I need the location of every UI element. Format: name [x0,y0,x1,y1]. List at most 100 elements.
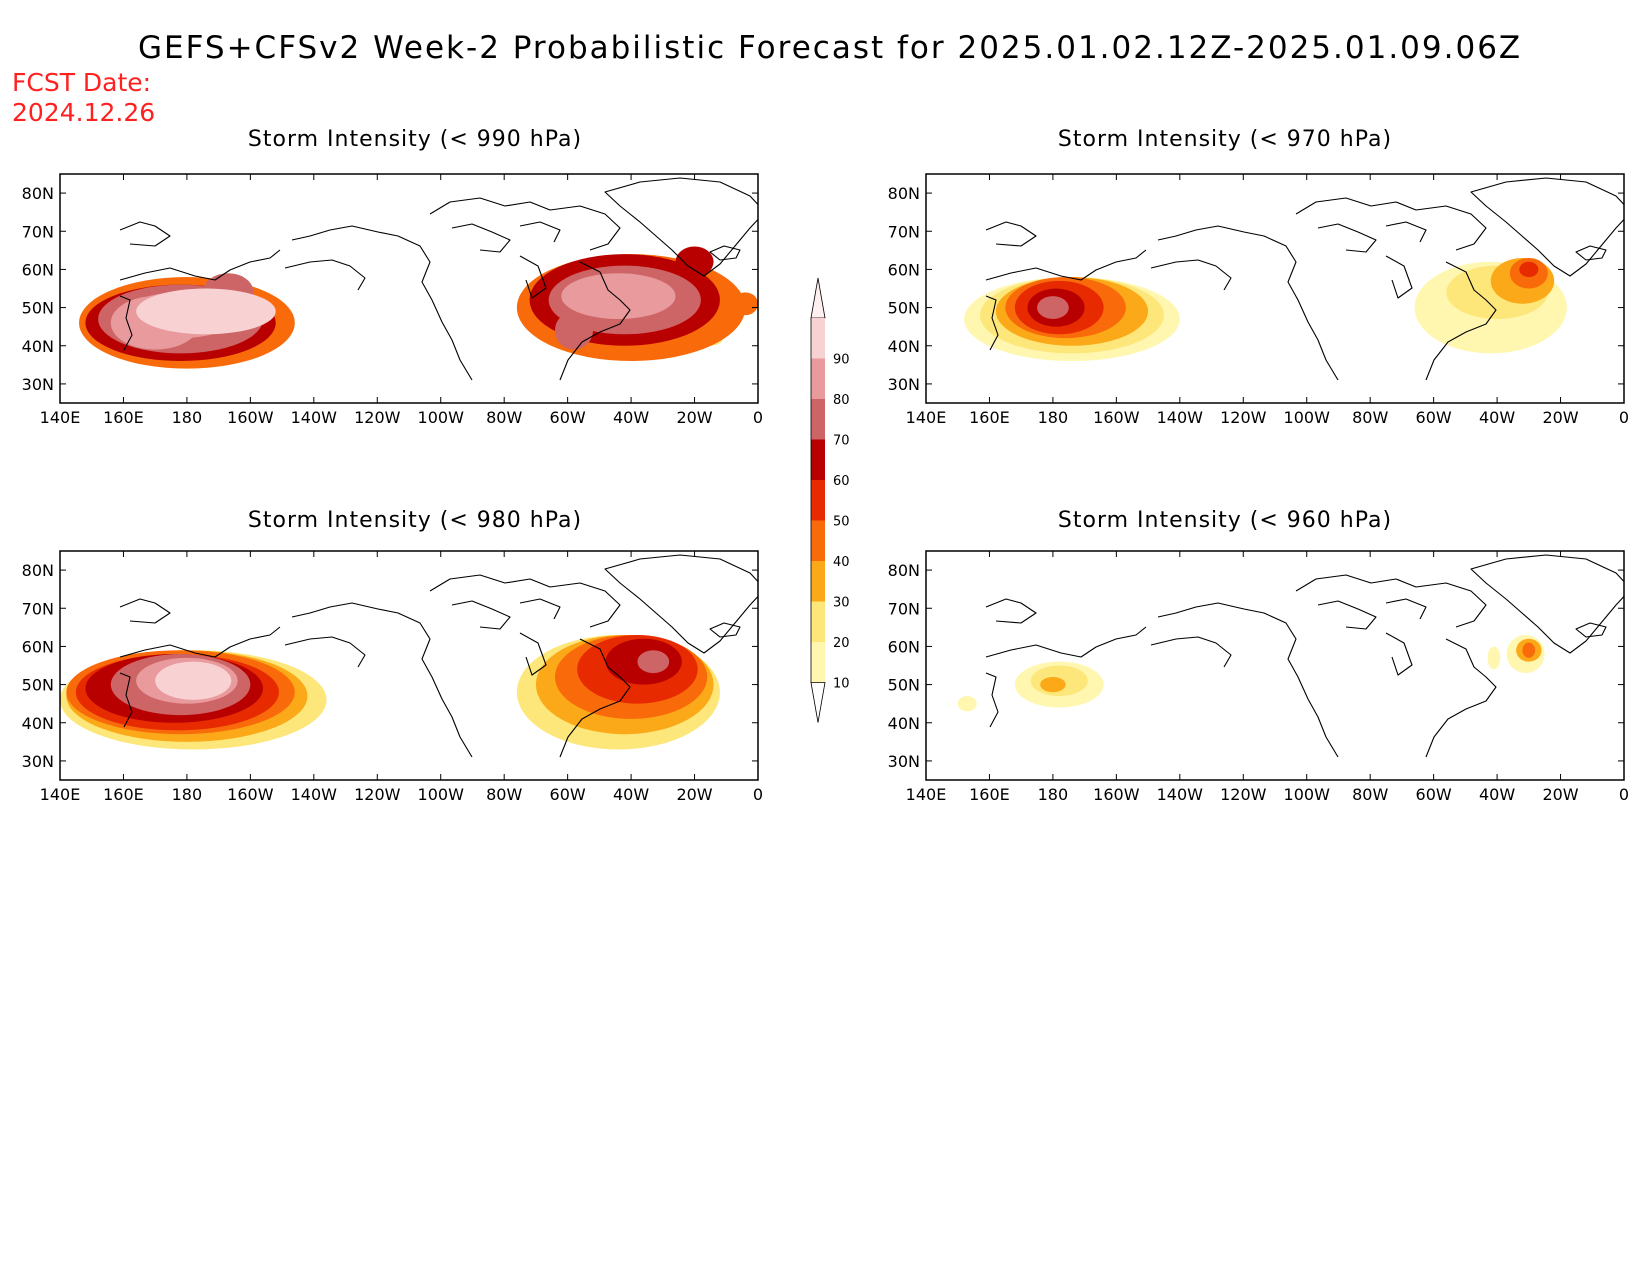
lon-tick-label: 60W [1416,785,1452,804]
map-panel-980: 80N 70N 60N 50N 40N 30N 140E 160E 180 160W 140W 120… [22,550,763,804]
colorbar-swatch [811,358,825,399]
lon-tick-label: 20W [676,785,712,804]
map-panel-970: 80N 70N 60N 50N 40N 30N 140E 160E 180 160W 140W 120… [888,173,1629,427]
lon-tick-label: 100W [1284,785,1331,804]
colorbar-label: 20 [833,636,850,651]
lon-tick-label: 140E [906,408,947,427]
colorbar-label: 70 [833,434,850,449]
lon-tick-label: 180 [172,408,203,427]
lon-tick-label: 140E [40,785,81,804]
map-frame [925,173,1625,404]
lon-tick-label: 160W [1093,785,1140,804]
map-frame [59,173,759,404]
lat-tick-label: 40N [22,714,54,733]
lat-tick-label: 40N [22,337,54,356]
lon-tick-label: 0 [753,785,763,804]
colorbar-swatch [811,642,825,683]
panel-title-960: Storm Intensity (< 960 hPa) [1058,508,1392,533]
colorbar-label: 30 [833,596,850,611]
lon-tick-label: 180 [1038,408,1069,427]
colorbar-label: 80 [833,393,850,408]
probability-region [1519,261,1539,278]
lat-tick-label: 50N [888,299,920,318]
lon-tick-label: 120W [354,408,401,427]
probability-shading [60,634,720,750]
lat-tick-label: 60N [22,260,54,279]
lon-tick-label: 60W [1416,408,1452,427]
lat-tick-label: 80N [888,561,920,580]
lat-tick-label: 60N [888,637,920,656]
probability-region [561,273,676,320]
lat-tick-label: 80N [22,184,54,203]
lon-tick-label: 100W [1284,408,1331,427]
main-title: GEFS+CFSv2 Week-2 Probabilistic Forecast… [138,30,1523,66]
panel-title-980: Storm Intensity (< 980 hPa) [248,508,582,533]
lon-tick-label: 0 [1619,408,1629,427]
fcst-date-value: 2024.12.26 [12,98,156,127]
colorbar-swatch [811,601,825,642]
colorbar-swatch [811,318,825,359]
lat-tick-label: 40N [888,714,920,733]
lat-tick-label: 80N [22,561,54,580]
lon-tick-label: 40W [1479,785,1515,804]
lon-tick-label: 180 [1038,785,1069,804]
probability-region [1040,676,1066,693]
lat-tick-label: 30N [22,752,54,771]
probability-region [136,288,276,335]
colorbar-label: 60 [833,474,850,489]
probability-region [637,650,670,674]
colorbar-label: 40 [833,555,850,570]
map-frame [59,550,759,781]
lon-tick-label: 40W [1479,408,1515,427]
lat-tick-label: 70N [22,222,54,241]
lat-tick-label: 50N [22,676,54,695]
lon-tick-label: 20W [1542,785,1578,804]
lon-tick-label: 140W [1157,785,1204,804]
lon-tick-label: 160W [227,785,274,804]
probability-region [1522,642,1536,658]
probability-shading [964,257,1567,362]
lat-tick-label: 30N [888,375,920,394]
colorbar-swatch [811,439,825,480]
lon-tick-label: 140W [1157,408,1204,427]
map-panel-960: 80N 70N 60N 50N 40N 30N 140E 160E 180 160W 140W 120… [888,550,1629,804]
colorbar-swatch [811,399,825,440]
lon-tick-label: 0 [1619,785,1629,804]
probability-region [1037,296,1069,320]
lon-tick-label: 20W [1542,408,1578,427]
lon-tick-label: 140W [291,785,338,804]
lat-tick-label: 30N [22,375,54,394]
lon-tick-label: 160W [227,408,274,427]
lon-tick-label: 40W [613,785,649,804]
colorbar-label: 90 [833,353,850,368]
lon-tick-label: 180 [172,785,203,804]
lon-tick-label: 60W [550,408,586,427]
colorbar-swatch [811,520,825,561]
lon-tick-label: 120W [1220,408,1267,427]
map-frame [925,550,1625,781]
lon-tick-label: 0 [753,408,763,427]
lon-tick-label: 140W [291,408,338,427]
lat-tick-label: 50N [888,676,920,695]
fcst-date-label: FCST Date: [12,68,152,97]
probability-region [957,696,977,712]
lon-tick-label: 80W [1352,408,1388,427]
probability-region [155,661,232,700]
lat-tick-label: 40N [888,337,920,356]
lon-tick-label: 80W [486,785,522,804]
colorbar-swatch [811,480,825,521]
lon-tick-label: 160E [103,408,144,427]
lon-tick-label: 160W [1093,408,1140,427]
colorbar: 10 20 30 40 50 60 70 80 90 [810,277,850,723]
probability-shading [79,246,758,369]
probability-shading [957,634,1545,712]
lon-tick-label: 160E [969,408,1010,427]
colorbar-label: 50 [833,515,850,530]
panel-title-990: Storm Intensity (< 990 hPa) [248,127,582,152]
colorbar-swatch [811,561,825,602]
lon-tick-label: 40W [613,408,649,427]
lat-tick-label: 70N [22,599,54,618]
lat-tick-label: 60N [888,260,920,279]
lat-tick-label: 80N [888,184,920,203]
